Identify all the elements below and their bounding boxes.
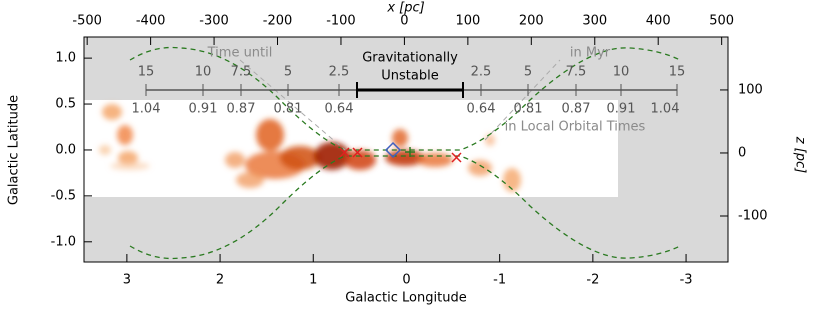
x2-tick-label: 0 <box>400 14 408 29</box>
scale-orbital-label: 1.04 <box>651 102 680 117</box>
markers <box>339 141 462 163</box>
scale-myr-label: 5 <box>524 65 532 80</box>
orbit-curves <box>129 46 681 260</box>
x2-tick-label: -100 <box>326 14 356 29</box>
y-tick-label: 1.0 <box>55 51 76 66</box>
x-tick-label: -1 <box>493 273 506 288</box>
emission-map <box>99 104 521 192</box>
x-tick-label: 2 <box>216 273 224 288</box>
x2-tick-label: 300 <box>582 14 607 29</box>
x2-tick-label: -200 <box>263 14 293 29</box>
scale-myr-label: 2.5 <box>471 65 492 80</box>
y2-tick-label: -100 <box>738 208 768 223</box>
x-tick-label: 3 <box>123 273 131 288</box>
scale-myr-label: 2.5 <box>329 65 350 80</box>
scale-orbital-label: 1.04 <box>132 102 161 117</box>
x-tick-label: -2 <box>586 273 599 288</box>
x2-tick-label: 200 <box>519 14 544 29</box>
x2-tick-label: -400 <box>136 14 166 29</box>
y-tick-label: 0.5 <box>55 97 76 112</box>
y2-axis-label: z [pc] <box>793 136 808 174</box>
scale-myr-label: 10 <box>195 65 212 80</box>
scale-orbital-label: 0.64 <box>325 102 354 117</box>
scale-orbital-label: 0.81 <box>514 102 543 117</box>
map-area <box>84 100 618 197</box>
x2-tick-label: -500 <box>72 14 102 29</box>
scale-myr-label: 7.5 <box>231 65 252 80</box>
x2-tick-label: 500 <box>709 14 734 29</box>
x-tick-label: 1 <box>309 273 317 288</box>
scale-myr-label: 15 <box>669 65 686 80</box>
scale-bar: Time until in Myr in Local Orbital Times… <box>146 46 677 135</box>
y-tick-label: -0.5 <box>51 188 76 203</box>
scale-label: in Myr <box>570 46 611 61</box>
scale-center-label: Gravitationally <box>362 51 458 66</box>
x2-axis-label: x [pc] <box>386 1 424 16</box>
y-axis-label: Galactic Latitude <box>7 95 22 205</box>
y-tick-label: -1.0 <box>51 234 76 249</box>
y2-tick-label: 100 <box>738 82 763 97</box>
scale-myr-label: 5 <box>284 65 292 80</box>
scale-myr-label: 7.5 <box>566 65 587 80</box>
y-tick-label: 0.0 <box>55 142 76 157</box>
scale-orbital-label: 0.87 <box>227 102 256 117</box>
x2-tick-label: -300 <box>199 14 229 29</box>
y2-tick-label: 0 <box>738 145 746 160</box>
x2-tick-label: 100 <box>455 14 480 29</box>
scale-myr-label: 15 <box>138 65 155 80</box>
scale-orbital-label: 0.87 <box>562 102 591 117</box>
scale-label: in Local Orbital Times <box>505 120 646 135</box>
x-tick-label: 0 <box>402 273 410 288</box>
scale-center-label: Unstable <box>381 69 438 84</box>
x2-tick-label: 400 <box>646 14 671 29</box>
scale-orbital-label: 0.91 <box>189 102 218 117</box>
scale-myr-label: 10 <box>613 65 630 80</box>
scale-orbital-label: 0.81 <box>274 102 303 117</box>
scale-orbital-label: 0.64 <box>467 102 496 117</box>
scale-label: Time until <box>207 46 273 61</box>
x-axis-label: Galactic Longitude <box>345 291 466 306</box>
x-tick-label: -3 <box>680 273 693 288</box>
scale-orbital-label: 0.91 <box>607 102 636 117</box>
